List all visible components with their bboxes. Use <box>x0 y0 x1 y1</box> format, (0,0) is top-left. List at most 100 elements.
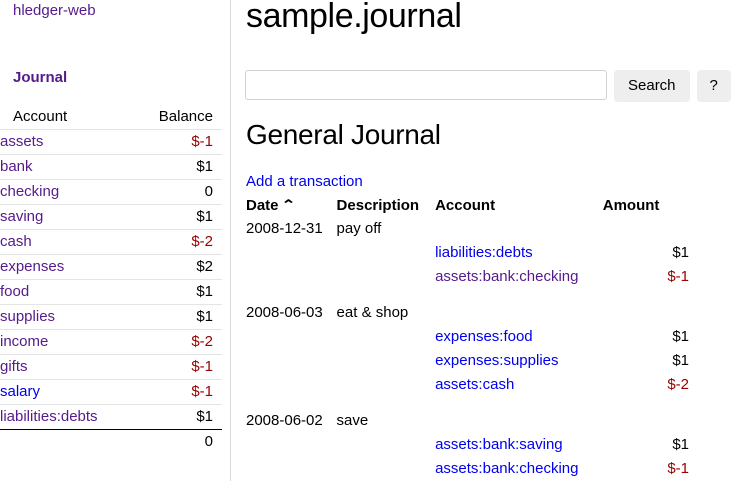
posting-account-link[interactable]: assets:cash <box>435 376 515 393</box>
posting-desc-spacer <box>337 433 436 457</box>
posting-account-cell: expenses:supplies <box>435 349 603 373</box>
journal-header-amount: Amount <box>602 197 660 214</box>
account-link[interactable]: saving <box>0 208 44 225</box>
account-name-cell: liabilities:debts <box>0 405 135 430</box>
transaction-amount-empty <box>603 217 742 241</box>
transaction-spacer <box>231 289 742 301</box>
spacer-cell <box>231 397 742 409</box>
page-title: sample.journal <box>246 0 462 35</box>
account-row: bank $1 <box>0 154 222 180</box>
posting-account-link[interactable]: liabilities:debts <box>435 244 533 261</box>
journal-header-description: Description <box>336 197 420 214</box>
account-link[interactable]: salary <box>0 383 41 400</box>
transaction-date: 2008-06-02 <box>246 412 323 429</box>
posting-amount: $-1 <box>667 460 689 477</box>
posting-amount: $1 <box>672 352 689 369</box>
transaction-row: 2008-06-02 save <box>231 409 742 433</box>
account-row: cash $-2 <box>0 229 222 255</box>
account-balance: $1 <box>196 283 213 300</box>
account-balance: $2 <box>196 258 213 275</box>
transaction-row: 2008-06-03 eat & shop <box>231 301 742 325</box>
account-balance: 0 <box>204 183 213 200</box>
account-name-cell: checking <box>0 180 135 205</box>
posting-date-spacer <box>231 373 337 397</box>
account-name-cell: bank <box>0 155 135 180</box>
account-row: saving $1 <box>0 204 222 230</box>
posting-desc-spacer <box>337 457 436 481</box>
transaction-account-empty <box>435 301 603 325</box>
posting-account-link[interactable]: expenses:supplies <box>435 352 559 369</box>
posting-account-link[interactable]: expenses:food <box>435 328 533 345</box>
posting-amount: $1 <box>672 328 689 345</box>
posting-row: expenses:food $1 <box>231 325 742 349</box>
posting-desc-spacer <box>337 373 436 397</box>
account-link[interactable]: assets <box>0 133 44 150</box>
account-link[interactable]: cash <box>0 233 32 250</box>
main-content: sample.journal Search ? General Journal … <box>231 0 742 481</box>
account-link[interactable]: liabilities:debts <box>0 408 98 425</box>
journal-header-row: Date ⌃ Description Account Amount <box>231 194 742 217</box>
posting-account-cell: assets:cash <box>435 373 603 397</box>
brand-link[interactable]: hledger-web <box>13 2 96 19</box>
help-button[interactable]: ? <box>696 70 731 102</box>
posting-row: expenses:supplies $1 <box>231 349 742 373</box>
sort-ascending-caret-icon: ⌃ <box>280 197 296 212</box>
posting-desc-spacer <box>337 265 436 289</box>
accounts-table: Account Balance assets $-1 bank $1 checking 0… <box>0 105 222 454</box>
account-link[interactable]: supplies <box>0 308 56 325</box>
account-row: checking 0 <box>0 179 222 205</box>
posting-desc-spacer <box>337 349 436 373</box>
posting-amount: $-1 <box>667 268 689 285</box>
account-row: liabilities:debts $1 <box>0 404 222 430</box>
transaction-account-empty <box>435 217 603 241</box>
accounts-header-row: Account Balance <box>0 105 222 130</box>
posting-desc-spacer <box>337 241 436 265</box>
account-name-cell: expenses <box>0 255 135 280</box>
account-name-cell: assets <box>0 130 135 155</box>
account-total-label <box>0 430 135 455</box>
search-input[interactable] <box>245 70 607 100</box>
account-total-row: 0 <box>0 429 222 455</box>
account-row: food $1 <box>0 279 222 305</box>
transaction-amount-empty <box>603 409 742 433</box>
account-row: income $-2 <box>0 329 222 355</box>
journal-header-date-label: Date <box>246 197 279 214</box>
account-link[interactable]: checking <box>0 183 60 200</box>
posting-amount: $1 <box>672 436 689 453</box>
account-balance: $-2 <box>191 333 213 350</box>
transaction-date: 2008-12-31 <box>246 220 323 237</box>
account-link[interactable]: income <box>0 333 49 350</box>
account-name-cell: supplies <box>0 305 135 330</box>
posting-date-spacer <box>231 457 337 481</box>
posting-date-spacer <box>231 265 337 289</box>
journal-header-account: Account <box>435 197 496 214</box>
account-link[interactable]: gifts <box>0 358 28 375</box>
posting-date-spacer <box>231 349 337 373</box>
account-name-cell: cash <box>0 230 135 255</box>
posting-row: liabilities:debts $1 <box>231 241 742 265</box>
account-link[interactable]: food <box>0 283 30 300</box>
add-transaction-link[interactable]: Add a transaction <box>246 173 363 190</box>
posting-account-link[interactable]: assets:bank:checking <box>435 268 579 285</box>
journal-table-head: Date ⌃ Description Account Amount <box>231 194 742 217</box>
posting-account-link[interactable]: assets:bank:checking <box>435 460 579 477</box>
section-title: General Journal <box>246 119 441 150</box>
sidebar-journal-link[interactable]: Journal <box>13 69 68 86</box>
posting-account-cell: assets:bank:saving <box>435 433 603 457</box>
journal-table: Date ⌃ Description Account Amount 2008-12… <box>231 194 742 481</box>
transaction-account-empty <box>435 409 603 433</box>
posting-account-cell: assets:bank:checking <box>435 265 603 289</box>
account-balance: $1 <box>196 408 213 425</box>
transaction-spacer <box>231 397 742 409</box>
account-row: gifts $-1 <box>0 354 222 380</box>
account-balance: $-1 <box>191 133 213 150</box>
account-balance: $1 <box>196 158 213 175</box>
posting-row: assets:cash $-2 <box>231 373 742 397</box>
search-button[interactable]: Search <box>614 70 690 102</box>
account-link[interactable]: bank <box>0 158 33 175</box>
transaction-description: eat & shop <box>336 304 409 321</box>
journal-header-date[interactable]: Date ⌃ <box>231 194 337 217</box>
account-link[interactable]: expenses <box>0 258 65 275</box>
posting-account-link[interactable]: assets:bank:saving <box>435 436 563 453</box>
